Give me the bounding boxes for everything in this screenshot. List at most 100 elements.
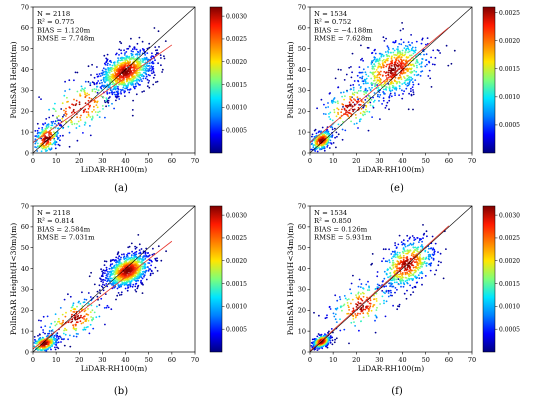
data-point xyxy=(54,143,57,146)
data-point xyxy=(118,98,121,100)
data-point xyxy=(131,114,134,117)
data-point xyxy=(128,252,131,255)
y-tick-label: 40 xyxy=(21,265,29,273)
data-point xyxy=(105,76,108,78)
data-point xyxy=(374,331,377,334)
data-point xyxy=(394,253,397,256)
data-point xyxy=(128,91,131,94)
data-point xyxy=(399,76,402,78)
data-point xyxy=(411,42,413,44)
data-point xyxy=(145,247,148,250)
data-point xyxy=(64,112,67,115)
data-point xyxy=(354,114,357,116)
data-point xyxy=(116,60,119,63)
data-point xyxy=(148,42,151,45)
data-point xyxy=(102,283,104,286)
data-point xyxy=(406,78,409,80)
data-point xyxy=(378,59,381,62)
data-point xyxy=(421,38,424,41)
data-point xyxy=(420,245,422,248)
data-point xyxy=(83,310,86,313)
data-point xyxy=(433,251,436,254)
data-point xyxy=(433,253,436,255)
data-point xyxy=(386,55,389,58)
data-point xyxy=(406,69,409,71)
data-point xyxy=(131,279,133,282)
data-point xyxy=(354,316,357,319)
data-point xyxy=(400,241,403,244)
data-point xyxy=(117,90,119,92)
data-point xyxy=(147,74,150,76)
data-point xyxy=(412,81,414,84)
data-point xyxy=(100,95,103,98)
data-point xyxy=(365,82,367,85)
data-point xyxy=(376,306,378,309)
data-point xyxy=(416,248,419,251)
data-point xyxy=(54,346,56,349)
data-point xyxy=(426,37,429,39)
data-point xyxy=(135,48,138,51)
data-point xyxy=(331,119,334,122)
data-point xyxy=(318,140,321,143)
data-point xyxy=(89,82,92,84)
data-point xyxy=(359,302,362,305)
data-point xyxy=(80,314,82,317)
data-point xyxy=(350,292,353,295)
data-point xyxy=(360,283,363,285)
data-point xyxy=(391,84,394,87)
data-point xyxy=(153,27,156,29)
data-point xyxy=(328,116,330,118)
data-point xyxy=(350,99,353,102)
data-point xyxy=(106,71,109,74)
data-point xyxy=(427,251,429,254)
data-point xyxy=(414,46,417,49)
data-point xyxy=(412,108,414,111)
data-point xyxy=(136,74,138,77)
data-point xyxy=(132,252,135,255)
data-point xyxy=(406,281,408,284)
colorbar-tick-label: 0.0005 xyxy=(226,326,247,333)
data-point xyxy=(340,91,342,94)
data-point xyxy=(375,298,378,300)
data-point xyxy=(413,239,416,242)
data-point xyxy=(150,56,153,59)
data-point xyxy=(371,60,373,62)
data-point xyxy=(155,81,157,83)
data-point xyxy=(382,36,385,39)
data-point xyxy=(89,311,92,313)
x-tick-label: 70 xyxy=(468,157,476,165)
data-point xyxy=(417,274,420,277)
data-point xyxy=(401,49,404,52)
x-tick-label: 10 xyxy=(52,157,60,165)
data-point xyxy=(382,74,384,77)
data-point xyxy=(376,76,378,79)
data-point xyxy=(391,80,393,83)
data-point xyxy=(406,260,408,263)
data-point xyxy=(411,263,413,266)
data-point xyxy=(394,76,397,79)
x-tick-label: 20 xyxy=(75,157,83,165)
data-point xyxy=(126,289,129,292)
data-point xyxy=(414,49,417,52)
data-point xyxy=(355,117,357,119)
data-point xyxy=(92,327,95,330)
data-point xyxy=(387,268,389,271)
data-point xyxy=(410,70,413,73)
stats-line: N = 2118 xyxy=(37,10,70,18)
data-point xyxy=(139,266,142,269)
data-point xyxy=(102,281,104,283)
data-point xyxy=(98,289,101,291)
data-point xyxy=(36,129,39,132)
data-point xyxy=(112,258,115,261)
data-point xyxy=(104,81,107,83)
data-point xyxy=(81,291,83,294)
data-point xyxy=(84,91,86,94)
data-point xyxy=(115,256,118,259)
data-point xyxy=(157,62,160,65)
data-point xyxy=(154,257,157,260)
data-point xyxy=(409,293,412,296)
data-point xyxy=(347,111,350,114)
data-point xyxy=(403,81,406,84)
data-point xyxy=(385,300,388,303)
data-point xyxy=(135,282,138,285)
